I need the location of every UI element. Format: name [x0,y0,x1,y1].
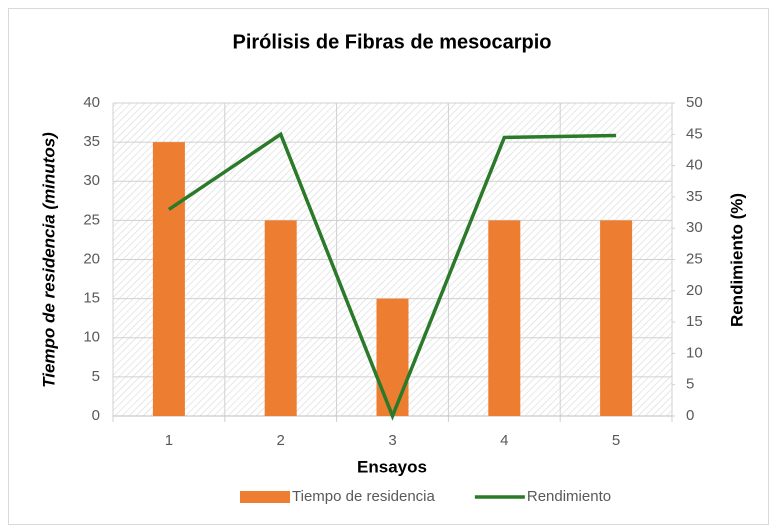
line [167,131,617,421]
legend-swatch [240,491,290,503]
x-tick-label: 2 [277,432,285,449]
bar [376,298,409,416]
y-tick-label: 5 [92,368,100,385]
y-tick-label: 15 [83,290,100,307]
y-tick-label: 30 [83,172,100,189]
y2-tick-label: 40 [686,157,703,174]
y2-tick-label: 15 [686,313,703,330]
y2-tick-label: 35 [686,188,703,205]
y2-tick-label: 0 [686,407,694,424]
y2-tick-label: 10 [686,344,703,361]
x-tick-label: 1 [165,432,173,449]
x-tick-label: 4 [500,432,508,449]
y2-tick-label: 20 [686,282,703,299]
y2-tick-label: 25 [686,250,703,267]
y2-tick-label: 45 [686,125,703,142]
y-tick-label: 35 [83,133,100,150]
x-tick-label: 5 [612,432,620,449]
y-tick-label: 40 [83,94,100,111]
bar [488,220,521,416]
legend-label: Rendimiento [527,488,611,505]
y-tick-label: 20 [83,250,100,267]
y2-tick-label: 30 [686,219,703,236]
y2-tick-label: 50 [686,94,703,111]
y2-axis-label: Rendimiento (%) [727,193,746,327]
bar [600,220,633,416]
bar [152,142,185,416]
y-tick-label: 25 [83,211,100,228]
bar [264,220,297,416]
chart-title: Pirólisis de Fibras de mesocarpio [232,31,551,53]
y-axis-label: Tiempo de residencia (minutos) [39,132,58,388]
x-tick-label: 3 [388,432,396,449]
x-axis-label: Ensayos [357,457,427,476]
legend-label: Tiempo de residencia [292,488,436,505]
y2-tick-label: 5 [686,376,694,393]
y-tick-label: 10 [83,329,100,346]
y-tick-label: 0 [92,407,100,424]
